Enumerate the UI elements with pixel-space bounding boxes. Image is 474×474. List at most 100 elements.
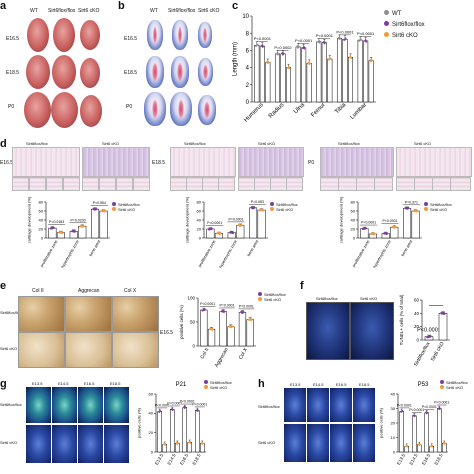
- data-point: [189, 440, 192, 443]
- p53-cko-e135: [284, 424, 306, 462]
- y-tick-label: 20: [149, 430, 154, 435]
- chart-cartilage-p0: 0 20 40 60 80 cartilage development (%) P<0.00…: [339, 196, 422, 269]
- p-value-label: P=0.0002: [274, 45, 292, 50]
- bar: [321, 42, 327, 103]
- histology-cko-p0: [396, 147, 472, 177]
- chart-tunel: 0 20 40 60 TUNEL+ cells (% of total) P<0.0001…: [399, 294, 450, 368]
- y-tick-label: 4: [246, 66, 250, 72]
- panel-e-legend: Sirt6flox/flox Sirt6 cKO: [258, 292, 286, 302]
- x-tick-label: bone area: [400, 238, 414, 257]
- data-point: [431, 444, 434, 447]
- embryo-flox-e185: [52, 55, 76, 89]
- data-point: [103, 209, 106, 212]
- panel-b-col-cko: Sirt6 cKO: [198, 8, 220, 14]
- bar: [306, 63, 312, 103]
- bar: [368, 60, 374, 103]
- data-point: [184, 406, 187, 409]
- data-point: [249, 318, 252, 321]
- bar: [336, 38, 342, 103]
- panel-b-label: b: [118, 0, 125, 12]
- y-tick-label: 0: [353, 235, 356, 240]
- panel-h-stage-4: E18.5: [359, 382, 370, 387]
- panel-b-row-3: P0: [126, 104, 133, 110]
- histology-cko-e185: [238, 147, 304, 177]
- panel-g-row-2: Sirt6 cKO: [0, 440, 18, 445]
- y-tick-label: 2: [246, 83, 250, 89]
- legend-d2-flox: Sirt6flox/flox: [276, 202, 298, 207]
- data-point: [222, 310, 225, 314]
- data-point: [418, 443, 421, 446]
- bar: [207, 328, 216, 347]
- bar: [286, 67, 292, 103]
- p-value-label: P=0.0001: [207, 221, 222, 225]
- p-value-label: P<0.0001: [409, 408, 424, 412]
- data-point: [282, 52, 285, 55]
- embryo-wt-e165: [27, 18, 49, 52]
- x-tick-label: Sirt6flox/flox: [413, 341, 432, 368]
- panel-c-label: c: [232, 0, 239, 12]
- skeleton-flox-e165: [172, 20, 188, 50]
- skeleton-flox-e185: [171, 56, 189, 88]
- p21-flox-e165: [78, 387, 103, 423]
- data-point: [349, 55, 352, 58]
- bar: [327, 58, 333, 103]
- bar: [412, 415, 417, 453]
- panel-d2-header-cko: Sirt6 cKO: [258, 141, 276, 146]
- p21-flox-e135: [26, 387, 51, 423]
- histology-inset-d2-6: [254, 177, 271, 191]
- y-tick-label: 6: [246, 49, 250, 55]
- y-tick-label: 0: [199, 235, 202, 240]
- skeleton-wt-e185: [146, 56, 164, 88]
- y-tick-label: 80: [197, 199, 202, 204]
- y-tick-label: 0: [151, 449, 154, 454]
- data-point: [323, 42, 326, 44]
- p-value-label: P=0.371: [405, 200, 418, 204]
- panel-d2-legend: Sirt6flox/flox Sirt6 cKO: [270, 202, 298, 212]
- p53-cko-e185: [353, 424, 375, 462]
- x-tick-label: proliferative zone: [197, 238, 217, 268]
- x-tick-label: bone area: [88, 238, 102, 257]
- bar: [316, 41, 322, 103]
- legend-g-flox: Sirt6flox/flox: [210, 380, 232, 385]
- bar: [357, 39, 363, 103]
- bar: [437, 408, 442, 453]
- panel-f-header-cko: Sirt6 cKO: [360, 296, 378, 301]
- data-point: [201, 442, 204, 445]
- y-tick-label: 8: [246, 31, 250, 37]
- data-point: [329, 57, 332, 60]
- bar: [195, 410, 200, 453]
- bar: [157, 411, 162, 453]
- x-tick-label: proliferative zone: [39, 238, 59, 268]
- bar: [254, 44, 260, 103]
- bar: [274, 53, 280, 103]
- y-tick-label: 40: [39, 217, 44, 222]
- panel-d2-stage: E18.5: [152, 160, 166, 166]
- x-tick-label: E18.5: [191, 453, 201, 466]
- pup-flox-p0: [51, 92, 78, 128]
- ihc-aggrecan-flox: [65, 296, 112, 332]
- y-tick-label: 50: [190, 320, 196, 325]
- p-value-label: P=0.0230: [70, 218, 85, 222]
- histology-inset-d1-8: [133, 177, 150, 191]
- chart-p21: 0 20 40 60 positive cells (%) P21 P<0.0001 E13.…: [137, 382, 208, 466]
- bar: [424, 412, 429, 453]
- p-value-label: P<0.0001: [295, 38, 313, 43]
- ihc-colx-cko: [112, 332, 159, 368]
- y-tick-label: 20: [351, 226, 356, 231]
- panel-g-row-1: Sirt6flox/flox: [0, 402, 22, 407]
- legend-flox-dot: [384, 21, 389, 26]
- bar: [249, 207, 258, 239]
- histology-flox-p0: [320, 147, 394, 177]
- y-tick-label: 20: [414, 324, 420, 329]
- panel-e-stage: E16.5: [160, 330, 174, 336]
- data-point: [318, 40, 321, 42]
- x-tick-label: hypertrophic zone: [372, 238, 393, 269]
- panel-d3-header-cko: Sirt6 cKO: [414, 141, 432, 146]
- bar: [265, 62, 271, 103]
- panel-e-marker-3: Col X: [124, 288, 137, 294]
- y-tick-label: 20: [391, 420, 396, 425]
- legend-d3-cko: Sirt6 cKO: [430, 207, 448, 212]
- legend-d1-cko: Sirt6 cKO: [118, 207, 136, 212]
- histology-inset-d3-6: [414, 177, 433, 191]
